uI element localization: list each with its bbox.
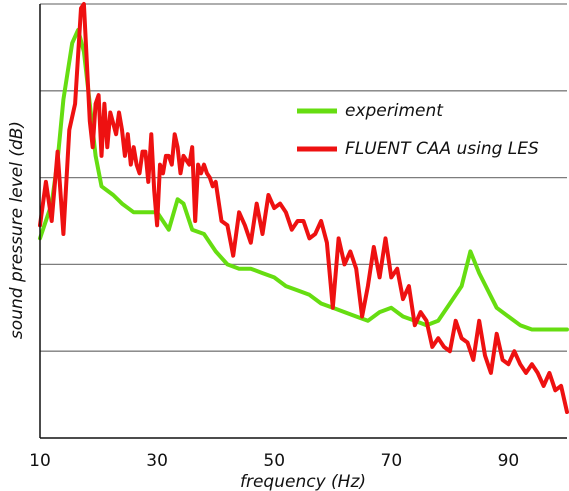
series-line-experiment xyxy=(38,28,569,332)
y-axis-label: sound pressure level (dB) xyxy=(7,121,27,339)
legend-label-experiment: experiment xyxy=(345,101,444,121)
x-tick-label: 50 xyxy=(263,451,285,471)
x-tick-label: 30 xyxy=(146,451,168,471)
series-line-les xyxy=(38,2,569,414)
grid-lines xyxy=(40,3,567,352)
plot-series xyxy=(38,2,569,414)
x-axis-label: frequency (Hz) xyxy=(240,472,366,491)
x-tick-label: 90 xyxy=(498,451,520,471)
x-tick-labels: 10 30 50 70 90 xyxy=(29,451,519,471)
legend-label-les: FLUENT CAA using LES xyxy=(345,139,539,159)
x-tick-label: 10 xyxy=(29,451,51,471)
x-tick-label: 70 xyxy=(381,451,403,471)
legend: experiment FLUENT CAA using LES xyxy=(297,101,539,159)
